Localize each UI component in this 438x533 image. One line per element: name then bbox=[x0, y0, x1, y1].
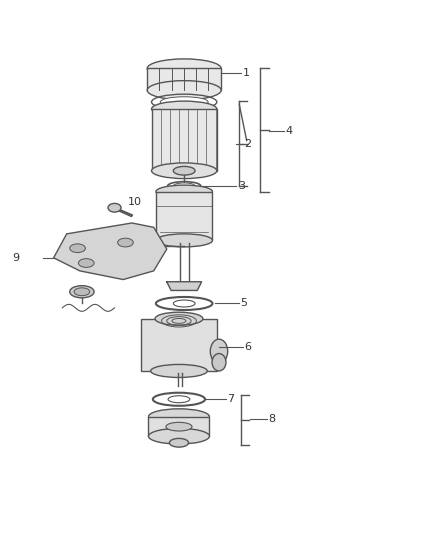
FancyBboxPatch shape bbox=[141, 319, 217, 371]
Ellipse shape bbox=[156, 185, 212, 198]
FancyBboxPatch shape bbox=[147, 68, 221, 90]
Ellipse shape bbox=[156, 234, 212, 247]
Text: 6: 6 bbox=[244, 342, 251, 352]
Text: 3: 3 bbox=[238, 181, 245, 191]
Ellipse shape bbox=[155, 312, 203, 325]
Ellipse shape bbox=[210, 339, 228, 364]
FancyBboxPatch shape bbox=[152, 109, 217, 171]
Ellipse shape bbox=[147, 80, 221, 100]
Ellipse shape bbox=[108, 204, 121, 212]
Ellipse shape bbox=[151, 365, 207, 377]
Text: 9: 9 bbox=[12, 253, 19, 263]
Ellipse shape bbox=[173, 166, 195, 175]
Ellipse shape bbox=[70, 244, 85, 253]
Polygon shape bbox=[53, 223, 167, 279]
Text: 8: 8 bbox=[268, 414, 276, 424]
Ellipse shape bbox=[168, 396, 190, 403]
Polygon shape bbox=[167, 282, 201, 290]
Ellipse shape bbox=[78, 259, 94, 268]
Ellipse shape bbox=[173, 183, 195, 189]
Ellipse shape bbox=[152, 101, 217, 117]
Ellipse shape bbox=[117, 238, 133, 247]
Ellipse shape bbox=[212, 353, 226, 371]
Text: 5: 5 bbox=[240, 298, 247, 309]
Ellipse shape bbox=[148, 429, 209, 444]
FancyBboxPatch shape bbox=[148, 417, 209, 436]
Ellipse shape bbox=[74, 288, 90, 296]
Text: 2: 2 bbox=[244, 139, 251, 149]
Text: 7: 7 bbox=[227, 394, 234, 404]
Ellipse shape bbox=[147, 59, 221, 78]
Ellipse shape bbox=[70, 286, 94, 298]
Ellipse shape bbox=[173, 300, 195, 307]
Text: 10: 10 bbox=[127, 197, 141, 207]
Text: 1: 1 bbox=[243, 68, 250, 78]
Ellipse shape bbox=[148, 409, 209, 424]
Ellipse shape bbox=[152, 163, 217, 179]
Text: 4: 4 bbox=[286, 126, 293, 136]
FancyBboxPatch shape bbox=[156, 192, 212, 240]
Ellipse shape bbox=[170, 439, 188, 447]
Ellipse shape bbox=[160, 97, 208, 107]
Ellipse shape bbox=[166, 422, 192, 431]
